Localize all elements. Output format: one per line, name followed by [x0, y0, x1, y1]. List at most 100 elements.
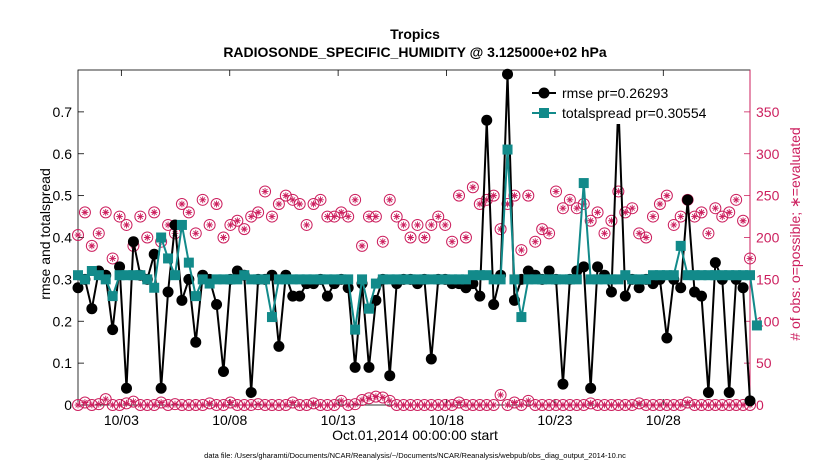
- spread-point: [467, 270, 478, 281]
- spread-point: [661, 270, 672, 281]
- obs-point: [529, 235, 542, 248]
- obs-possible-circle: [723, 206, 736, 219]
- obs-point: [113, 210, 126, 223]
- obs-possible-circle: [501, 198, 514, 210]
- rmse-point: [502, 68, 514, 80]
- x-tick-label: 10/13: [321, 412, 356, 428]
- obs-possible-circle: [175, 198, 188, 210]
- obs-evaluated-star: [400, 401, 408, 409]
- obs-possible-circle: [217, 399, 230, 411]
- obs-low-point: [328, 399, 341, 411]
- obs-possible-circle: [335, 206, 348, 219]
- obs-possible-circle: [120, 218, 133, 231]
- obs-evaluated-star: [601, 401, 608, 409]
- obs-point: [265, 210, 278, 223]
- obs-evaluated-star: [185, 208, 193, 216]
- obs-evaluated-star: [88, 401, 96, 409]
- obs-evaluated-star: [580, 401, 588, 409]
- obs-evaluated-star: [296, 401, 304, 409]
- obs-evaluated-star: [448, 401, 456, 409]
- obs-evaluated-star: [732, 196, 740, 204]
- rmse-point: [245, 386, 257, 398]
- obs-evaluated-star: [192, 401, 200, 409]
- rmse-point: [709, 257, 721, 269]
- obs-evaluated-star: [414, 401, 421, 409]
- spread-point: [266, 312, 277, 323]
- spread-point: [738, 270, 749, 281]
- obs-evaluated-star: [178, 200, 186, 208]
- obs-evaluated-star: [663, 401, 671, 409]
- obs-evaluated-star: [109, 401, 117, 409]
- obs-evaluated-star: [227, 221, 234, 229]
- obs-low-point: [508, 396, 521, 409]
- obs-point: [99, 206, 112, 219]
- obs-evaluated-star: [123, 221, 130, 229]
- obs-possible-circle: [376, 235, 389, 248]
- obs-possible-circle: [127, 395, 140, 408]
- legend-spread-label: totalspread pr=0.30554: [562, 105, 707, 121]
- obs-point: [723, 206, 736, 219]
- obs-evaluated-star: [642, 234, 650, 241]
- spread-point: [128, 270, 139, 281]
- obs-possible-circle: [279, 399, 292, 411]
- rmse-point: [425, 353, 437, 365]
- x-tick-label: 10/08: [212, 412, 247, 428]
- obs-evaluated-star: [670, 401, 678, 409]
- obs-possible-circle: [716, 210, 729, 223]
- obs-possible-circle: [328, 399, 341, 411]
- y-tick-label-right: 150: [756, 271, 780, 287]
- rmse-point: [723, 386, 735, 398]
- rmse-point: [107, 324, 119, 336]
- obs-possible-circle: [744, 252, 756, 265]
- rmse-point: [162, 286, 174, 298]
- y-tick-label-right: 300: [756, 146, 780, 162]
- obs-evaluated-star: [400, 221, 408, 229]
- spread-point: [135, 270, 146, 281]
- obs-evaluated-star: [608, 217, 615, 225]
- spread-point: [564, 274, 575, 285]
- obs-evaluated-star: [628, 204, 636, 212]
- y-tick-label: 0.3: [53, 271, 73, 287]
- obs-point: [376, 235, 389, 248]
- obs-evaluated-star: [296, 200, 304, 208]
- obs-point: [189, 227, 202, 240]
- obs-point: [335, 206, 348, 219]
- obs-possible-circle: [563, 193, 576, 206]
- spread-point: [731, 270, 742, 281]
- obs-evaluated-star: [171, 400, 179, 408]
- obs-evaluated-star: [566, 196, 574, 204]
- legend-spread-marker: [539, 108, 549, 118]
- spread-point: [142, 274, 153, 285]
- obs-possible-circle: [231, 214, 244, 227]
- spread-point: [350, 324, 361, 335]
- obs-evaluated-star: [157, 399, 165, 406]
- rmse-point: [488, 299, 500, 310]
- x-axis-label: Oct.01,2014 00:00:00 start: [332, 427, 498, 443]
- spread-point: [149, 282, 160, 293]
- obs-evaluated-star: [351, 196, 359, 204]
- y-tick-label-right: 250: [756, 188, 780, 204]
- obs-point: [279, 189, 292, 202]
- spread-point: [398, 274, 409, 285]
- obs-evaluated-star: [324, 401, 331, 409]
- obs-evaluated-star: [670, 221, 678, 229]
- obs-point: [501, 198, 514, 210]
- obs-evaluated-star: [656, 401, 664, 409]
- obs-possible-circle: [224, 396, 237, 409]
- obs-evaluated-star: [538, 225, 546, 233]
- obs-evaluated-star: [303, 221, 311, 229]
- obs-point: [286, 193, 299, 206]
- obs-possible-circle: [411, 218, 424, 231]
- obs-low-point: [453, 396, 466, 409]
- spread-point: [585, 274, 596, 285]
- obs-point: [640, 231, 653, 244]
- obs-evaluated-star: [725, 208, 733, 216]
- rmse-point: [543, 265, 555, 277]
- spread-point: [717, 270, 728, 281]
- obs-evaluated-star: [698, 208, 705, 216]
- spread-point: [384, 274, 395, 285]
- obs-evaluated-star: [164, 401, 172, 409]
- spread-point: [280, 274, 291, 285]
- obs-point: [522, 189, 535, 202]
- spread-point: [322, 274, 333, 285]
